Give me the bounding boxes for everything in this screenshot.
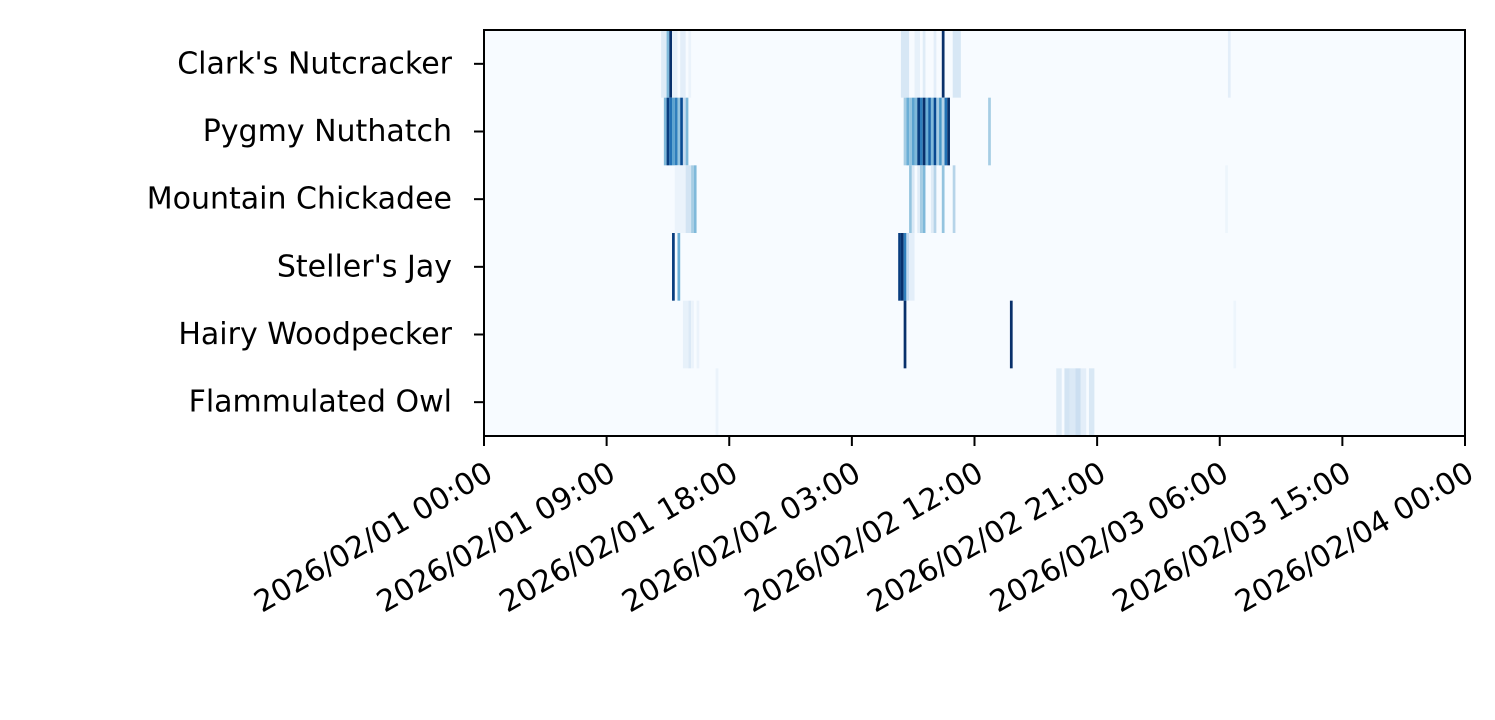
heatmap-cell xyxy=(680,97,683,166)
heatmap-cell xyxy=(925,97,929,166)
heatmap-cell xyxy=(672,233,675,301)
plot-background xyxy=(484,30,1465,436)
heatmap-cell xyxy=(933,165,937,233)
y-axis: Clark's Nutcracker Pygmy Nuthatch Mountain… xyxy=(147,46,484,420)
heatmap-cell xyxy=(1064,368,1070,436)
heatmap-cell xyxy=(933,97,937,166)
heatmap-cell xyxy=(952,30,961,98)
y-tick-label: Clark's Nutcracker xyxy=(177,46,452,81)
heatmap-cell xyxy=(941,97,945,166)
heatmap-cell xyxy=(672,97,675,166)
heatmap-cell xyxy=(674,97,678,166)
heatmap-cell xyxy=(911,97,915,166)
heatmap-cell xyxy=(933,30,937,98)
heatmap-cell xyxy=(903,233,907,301)
heatmap-cell xyxy=(903,97,907,166)
heatmap-cell xyxy=(674,165,686,233)
heatmap-cell xyxy=(1009,300,1013,369)
heatmap-cell xyxy=(928,97,931,166)
y-tick-label: Steller's Jay xyxy=(277,249,452,284)
heatmap-cell xyxy=(920,97,923,166)
heatmap-cell xyxy=(666,97,670,166)
heatmap-cells xyxy=(661,30,1237,436)
heatmap-cell xyxy=(666,30,670,98)
heatmap-cell xyxy=(906,97,910,166)
heatmap-cell xyxy=(900,233,904,301)
heatmap-cell xyxy=(685,165,692,233)
heatmap-cell xyxy=(1069,368,1076,436)
heatmap-cell xyxy=(952,165,956,233)
heatmap-cell xyxy=(914,97,918,166)
heatmap-cell xyxy=(680,30,686,98)
heatmap-cell xyxy=(1056,368,1062,436)
heatmap-cell xyxy=(688,30,692,98)
heatmap-cell xyxy=(661,30,667,98)
heatmap-cell xyxy=(669,97,673,166)
heatmap-cell xyxy=(1233,300,1237,369)
heatmap-cell xyxy=(677,97,681,166)
heatmap-cell xyxy=(941,30,945,98)
heatmap-cell xyxy=(911,165,915,233)
y-tick-label: Flammulated Owl xyxy=(189,385,452,420)
heatmap-cell xyxy=(696,300,700,369)
heatmap-cell xyxy=(930,165,934,233)
heatmap-cell xyxy=(672,30,678,98)
heatmap-cell xyxy=(920,165,923,233)
heatmap-cell xyxy=(685,97,689,166)
heatmap-cell xyxy=(947,97,950,166)
heatmap-cell xyxy=(909,165,912,233)
heatmap-cell xyxy=(1088,368,1095,436)
heatmap-cell xyxy=(682,97,686,166)
y-tick-label: Pygmy Nuthatch xyxy=(203,114,452,149)
heatmap-cell xyxy=(1227,30,1231,98)
heatmap-cell xyxy=(936,97,940,166)
heatmap-cell xyxy=(941,165,945,233)
heatmap-cell xyxy=(939,97,942,166)
heatmap-cell xyxy=(669,30,673,98)
heatmap-cell xyxy=(1080,368,1087,436)
heatmap-cell xyxy=(682,300,689,369)
heatmap-cell xyxy=(1075,368,1081,436)
heatmap-cell xyxy=(1225,165,1228,233)
heatmap-cell xyxy=(922,165,926,233)
heatmap-cell xyxy=(677,233,681,301)
heatmap-cell xyxy=(914,30,920,98)
heatmap-cell xyxy=(900,30,910,98)
heatmap-cell xyxy=(691,300,694,369)
heatmap-cell xyxy=(906,233,910,301)
heatmap-cell xyxy=(663,97,667,166)
heatmap-cell xyxy=(930,97,934,166)
heatmap-cell xyxy=(944,97,948,166)
heatmap-cell xyxy=(917,97,920,166)
heatmap-cell xyxy=(688,300,692,369)
y-tick-label: Hairy Woodpecker xyxy=(178,317,452,352)
heatmap-cell xyxy=(903,300,907,369)
heatmap-cell xyxy=(898,233,901,301)
heatmap-cell xyxy=(922,97,926,166)
heatmap-cell xyxy=(988,97,991,166)
heatmap-cell xyxy=(715,368,719,436)
heatmap-cell xyxy=(909,97,912,166)
heatmap-cell xyxy=(693,165,697,233)
heatmap-cell xyxy=(909,233,915,301)
y-tick-label: Mountain Chickadee xyxy=(147,182,452,217)
heatmap-cell xyxy=(917,165,920,233)
heatmap-cell xyxy=(922,30,926,98)
heatmap-cell xyxy=(691,165,694,233)
